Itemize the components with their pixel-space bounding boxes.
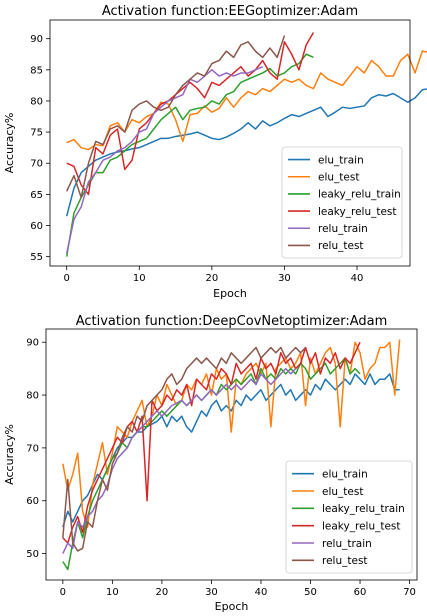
y-tick-label: 50 bbox=[26, 549, 39, 560]
legend-label-elu-train: elu_train bbox=[318, 154, 364, 166]
legend: elu_train elu_test leaky_relu_train leaky_r… bbox=[285, 460, 413, 574]
y-tick-label: 90 bbox=[30, 34, 43, 45]
y-tick-label: 55 bbox=[30, 252, 43, 263]
series-line-relu-train bbox=[62, 367, 297, 554]
series-line-relu-train bbox=[65, 66, 263, 254]
y-tick-label: 90 bbox=[26, 338, 39, 349]
chart-1: Activation function:EEGoptimizer:Adam 0 10… bbox=[3, 4, 427, 300]
legend-label-elu-train: elu_train bbox=[322, 468, 368, 480]
x-axis-label: Epoch bbox=[213, 287, 247, 300]
series-line-elu-train bbox=[65, 88, 427, 217]
x-tick-label: 10 bbox=[106, 587, 119, 598]
series-line-leaky-relu-test bbox=[62, 341, 361, 544]
legend-label-elu-test: elu_test bbox=[318, 172, 359, 184]
y-tick-label: 80 bbox=[30, 96, 43, 107]
x-tick-label: 20 bbox=[156, 587, 169, 598]
legend-label-relu-train: relu_train bbox=[318, 223, 368, 235]
axes-frame bbox=[45, 328, 418, 581]
y-tick-label: 65 bbox=[30, 190, 43, 201]
legend-box bbox=[285, 460, 413, 574]
x-tick-label: 40 bbox=[351, 273, 364, 284]
legend-label-elu-test: elu_test bbox=[322, 486, 363, 498]
legend-label-relu-train: relu_train bbox=[322, 538, 372, 550]
series-line-elu-test bbox=[66, 50, 427, 151]
legend-label-leaky-relu-test: leaky_relu_test bbox=[322, 520, 401, 532]
legend-label-relu-test: relu_test bbox=[318, 240, 364, 252]
legend-label-leaky-relu-train: leaky_relu_train bbox=[318, 189, 401, 201]
y-tick-label: 70 bbox=[26, 443, 39, 454]
x-tick-label: 30 bbox=[278, 273, 291, 284]
legend-label-leaky-relu-train: leaky_relu_train bbox=[322, 503, 405, 515]
legend-label-relu-test: relu_test bbox=[322, 555, 368, 567]
plot-area bbox=[62, 339, 401, 571]
series-line-leaky-relu-test bbox=[66, 32, 315, 196]
chart-title: Activation function:EEGoptimizer:Adam bbox=[102, 4, 358, 19]
axes-frame bbox=[49, 19, 411, 267]
legend-box bbox=[281, 146, 403, 259]
series-line-relu-test bbox=[62, 346, 307, 552]
x-tick-label: 70 bbox=[403, 587, 416, 598]
x-tick-label: 0 bbox=[60, 587, 66, 598]
x-axis-label: Epoch bbox=[215, 600, 249, 613]
legend: elu_train elu_test leaky_relu_train leaky_r… bbox=[281, 146, 403, 259]
plot-area bbox=[65, 32, 427, 257]
y-tick-label: 70 bbox=[30, 159, 43, 170]
x-tick-label: 0 bbox=[64, 273, 70, 284]
y-tick-label: 80 bbox=[26, 391, 39, 402]
chart-2: Activation function:DeepCovNetoptimizer:… bbox=[3, 314, 418, 613]
series-line-leaky-relu-train bbox=[65, 53, 314, 257]
x-tick-label: 30 bbox=[205, 587, 218, 598]
y-tick-label: 75 bbox=[30, 128, 43, 139]
x-tick-label: 40 bbox=[255, 587, 268, 598]
y-tick-label: 60 bbox=[26, 496, 39, 507]
x-tick-label: 10 bbox=[133, 273, 146, 284]
legend-label-leaky-relu-test: leaky_relu_test bbox=[318, 206, 397, 218]
series-line-relu-test bbox=[66, 35, 286, 199]
y-axis-label: Accuracy% bbox=[3, 113, 16, 174]
x-tick-label: 20 bbox=[205, 273, 218, 284]
series-line-elu-test bbox=[62, 339, 401, 528]
x-tick-label: 60 bbox=[354, 587, 367, 598]
y-axis-label: Accuracy% bbox=[3, 424, 16, 485]
chart-title: Activation function:DeepCovNetoptimizer:… bbox=[76, 314, 388, 329]
x-tick-label: 50 bbox=[304, 587, 317, 598]
y-tick-label: 85 bbox=[30, 65, 43, 76]
y-tick-label: 60 bbox=[30, 221, 43, 232]
